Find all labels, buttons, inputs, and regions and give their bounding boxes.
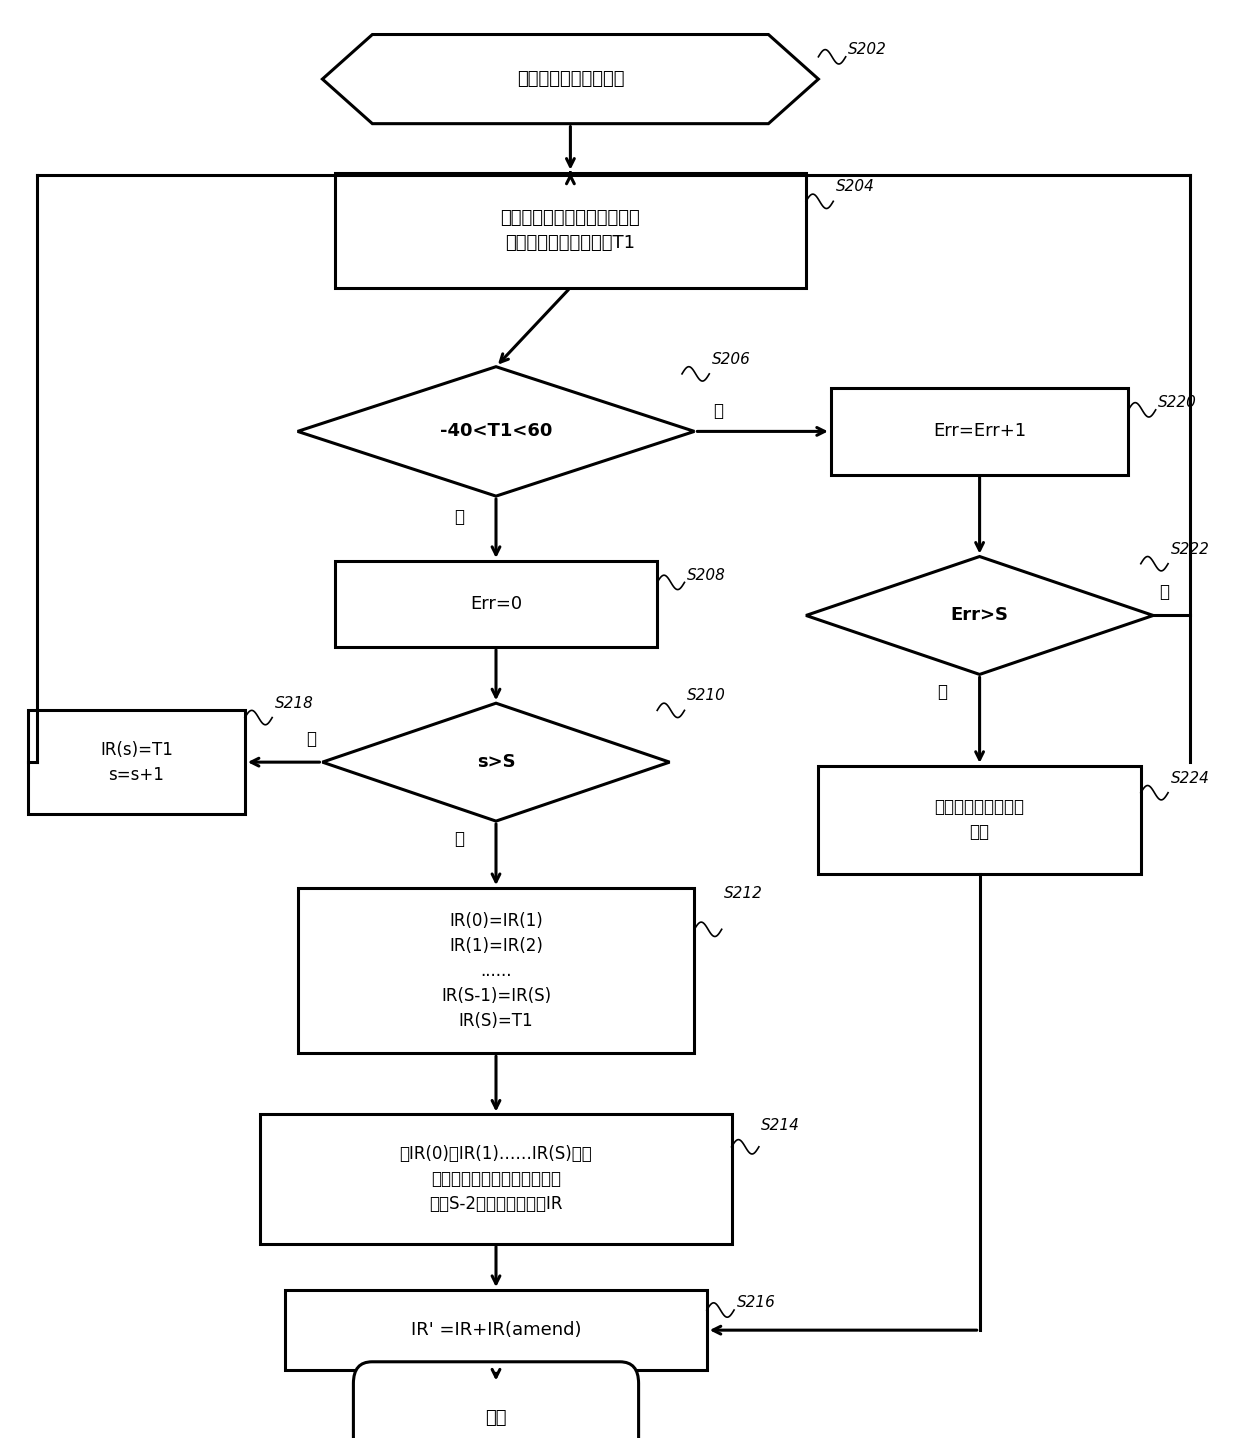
Text: Err>S: Err>S: [951, 607, 1008, 624]
Text: S210: S210: [687, 689, 725, 703]
Text: 输出异常提示，停止
测量: 输出异常提示，停止 测量: [935, 798, 1024, 841]
Text: S204: S204: [836, 180, 874, 194]
FancyBboxPatch shape: [353, 1362, 639, 1438]
Text: IR' =IR+IR(amend): IR' =IR+IR(amend): [410, 1322, 582, 1339]
Bar: [285, 1290, 707, 1370]
Bar: [831, 388, 1128, 475]
Text: S218: S218: [275, 696, 314, 710]
Polygon shape: [298, 367, 694, 496]
Text: 对IR(0)、IR(1)……IR(S)进行
排序，筛除最小值和最大值，
剩余S-2个数值取平均值IR: 对IR(0)、IR(1)……IR(S)进行 排序，筛除最小值和最大值， 剩余S-…: [399, 1145, 593, 1214]
Bar: [335, 561, 657, 647]
Text: IR(s)=T1
s=s+1: IR(s)=T1 s=s+1: [100, 741, 172, 784]
Text: 对红外传感器的感测结果进行
采样，得到温度采样值T1: 对红外传感器的感测结果进行 采样，得到温度采样值T1: [501, 209, 640, 252]
Bar: [298, 889, 694, 1053]
Text: S214: S214: [761, 1117, 800, 1133]
Text: Err=Err+1: Err=Err+1: [932, 423, 1027, 440]
Text: S224: S224: [1171, 771, 1209, 785]
Text: S208: S208: [687, 568, 725, 582]
Text: S216: S216: [737, 1296, 775, 1310]
Bar: [29, 710, 246, 814]
Text: 否: 否: [1159, 582, 1169, 601]
Text: 测量开始，参数初始化: 测量开始，参数初始化: [517, 70, 624, 88]
Polygon shape: [322, 35, 818, 124]
Text: s>S: s>S: [476, 754, 516, 771]
Text: 是: 是: [937, 683, 947, 702]
Text: 否: 否: [306, 729, 316, 748]
Text: S202: S202: [848, 42, 887, 58]
Text: S206: S206: [712, 352, 750, 367]
Polygon shape: [322, 703, 670, 821]
Text: 结束: 结束: [485, 1409, 507, 1426]
Text: S212: S212: [724, 886, 763, 900]
Text: 否: 否: [713, 401, 723, 420]
Bar: [335, 173, 806, 288]
Text: IR(0)=IR(1)
IR(1)=IR(2)
......
IR(S-1)=IR(S)
IR(S)=T1: IR(0)=IR(1) IR(1)=IR(2) ...... IR(S-1)=I…: [441, 912, 551, 1030]
Polygon shape: [806, 557, 1153, 674]
Bar: [818, 765, 1141, 873]
Text: 是: 是: [454, 830, 464, 848]
Text: S222: S222: [1171, 542, 1209, 557]
Bar: [260, 1114, 732, 1244]
Text: 是: 是: [454, 508, 464, 526]
Text: -40<T1<60: -40<T1<60: [440, 423, 552, 440]
Text: S220: S220: [1158, 395, 1197, 410]
Text: Err=0: Err=0: [470, 595, 522, 613]
